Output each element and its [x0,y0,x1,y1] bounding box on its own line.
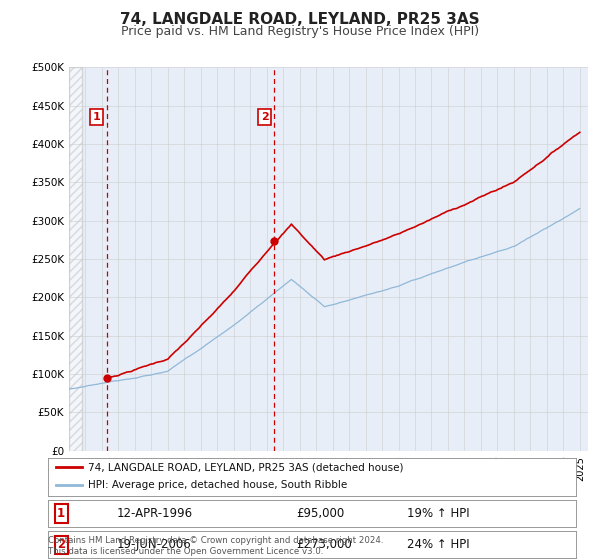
Text: 19% ↑ HPI: 19% ↑ HPI [407,507,470,520]
Text: 1: 1 [57,507,65,520]
Text: Price paid vs. HM Land Registry's House Price Index (HPI): Price paid vs. HM Land Registry's House … [121,25,479,38]
Text: £273,000: £273,000 [296,538,352,552]
Text: 1: 1 [93,112,101,122]
Text: HPI: Average price, detached house, South Ribble: HPI: Average price, detached house, Sout… [88,480,347,490]
Text: 12-APR-1996: 12-APR-1996 [116,507,193,520]
Text: 19-JUN-2006: 19-JUN-2006 [116,538,191,552]
Text: 2: 2 [57,538,65,552]
Text: 2: 2 [260,112,268,122]
Bar [69,67,82,451]
Text: 74, LANGDALE ROAD, LEYLAND, PR25 3AS: 74, LANGDALE ROAD, LEYLAND, PR25 3AS [120,12,480,27]
Text: Contains HM Land Registry data © Crown copyright and database right 2024.
This d: Contains HM Land Registry data © Crown c… [48,536,383,556]
Text: £95,000: £95,000 [296,507,344,520]
Text: 74, LANGDALE ROAD, LEYLAND, PR25 3AS (detached house): 74, LANGDALE ROAD, LEYLAND, PR25 3AS (de… [88,462,403,472]
Text: 24% ↑ HPI: 24% ↑ HPI [407,538,470,552]
